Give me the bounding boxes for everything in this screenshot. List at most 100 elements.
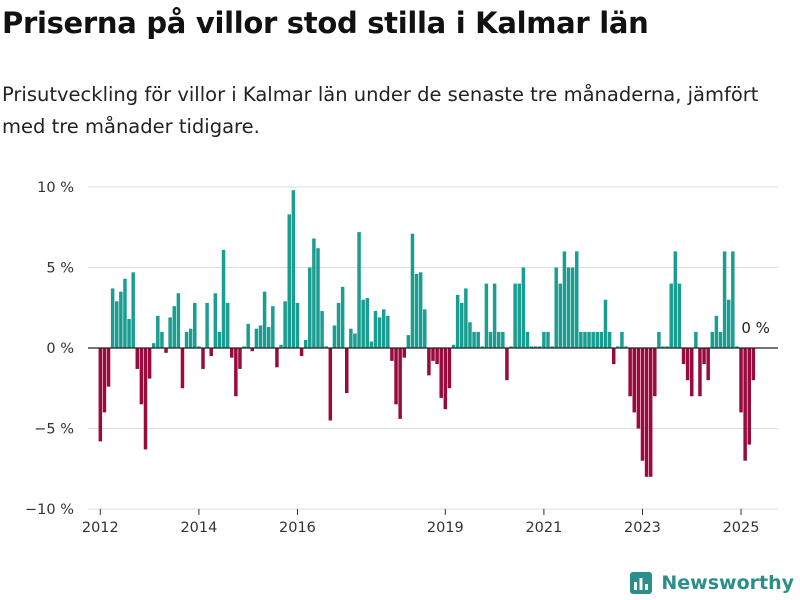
bar (607, 331, 612, 348)
bar (275, 348, 279, 368)
bar (266, 327, 271, 348)
bar (591, 331, 595, 348)
bar (653, 348, 657, 397)
bar (386, 315, 390, 348)
bar (115, 301, 119, 348)
bar (673, 251, 678, 348)
bar (521, 267, 526, 348)
bar (562, 251, 567, 348)
bar-chart: −10 % −5 % 0 % 5 % 10 % 2012 2014 2016 2019 2021… (25, 180, 778, 536)
bar (143, 348, 148, 450)
bar (320, 310, 324, 348)
bar (291, 190, 296, 348)
bar (624, 346, 628, 348)
bar (312, 238, 316, 348)
bar (751, 348, 756, 381)
bar (423, 309, 427, 348)
brand-name: Newsworthy (661, 572, 794, 594)
bar (706, 348, 710, 381)
bar (648, 348, 653, 477)
bar (661, 346, 665, 348)
bar (476, 331, 480, 348)
bar (702, 348, 706, 365)
bar (628, 348, 632, 397)
bar (340, 286, 345, 348)
bar (714, 315, 719, 348)
bar (201, 348, 205, 369)
bar (599, 331, 604, 348)
bar (554, 267, 558, 348)
bar (394, 348, 398, 405)
x-tick-label: 2014 (180, 520, 217, 536)
x-tick-label: 2016 (279, 520, 316, 536)
bar (517, 283, 521, 348)
bar (345, 348, 349, 394)
bar (468, 322, 472, 348)
bar (151, 343, 156, 348)
bar (542, 331, 546, 348)
bar (587, 331, 591, 348)
bar (381, 309, 386, 348)
newsworthy-brand: Newsworthy (629, 569, 794, 597)
bar (616, 346, 620, 348)
bar (119, 291, 123, 348)
bar (308, 267, 312, 348)
y-tick-label: −5 % (34, 422, 74, 438)
x-tick-label: 2012 (82, 520, 119, 536)
bar (316, 248, 320, 348)
bar (225, 302, 230, 348)
bar (558, 283, 563, 348)
bar (246, 323, 250, 348)
bar (632, 348, 636, 413)
bar (353, 333, 357, 348)
newsworthy-logo-icon (630, 572, 653, 594)
bar (188, 328, 193, 348)
chart-title: Priserna på villor stod stilla i Kalmar … (2, 6, 649, 40)
x-tick-label: 2021 (525, 520, 562, 536)
bar (147, 348, 152, 379)
bar (377, 317, 382, 348)
bar (127, 319, 131, 348)
bar (184, 331, 189, 348)
bar (262, 291, 267, 348)
bar (418, 272, 423, 348)
bar (349, 328, 353, 348)
bar (283, 301, 287, 348)
bar (102, 348, 107, 413)
bar (336, 302, 341, 348)
end-value-label: 0 % (741, 319, 770, 337)
bar (496, 331, 501, 348)
bar (443, 348, 448, 410)
bar (213, 293, 218, 348)
bar (123, 278, 127, 348)
bar (447, 348, 452, 389)
bar (156, 315, 160, 348)
bar (546, 331, 550, 348)
bar (439, 348, 443, 398)
bar (299, 348, 304, 357)
y-tick-label: 10 % (37, 180, 74, 196)
bar (176, 293, 181, 348)
bar (332, 325, 337, 348)
bar (657, 331, 661, 348)
bar (172, 306, 176, 348)
bar (435, 348, 439, 365)
bar (513, 283, 517, 348)
bar (402, 348, 406, 358)
bar (640, 348, 645, 461)
bar (726, 299, 731, 348)
bar (287, 214, 291, 348)
bar (509, 346, 513, 348)
bar (205, 302, 209, 348)
bar (98, 348, 103, 442)
x-axis-labels: 2012 2014 2016 2019 2021 2023 2025 (82, 509, 759, 536)
bar (361, 299, 365, 348)
bar (369, 341, 374, 348)
bar (739, 348, 743, 413)
bar (406, 335, 411, 348)
bar (303, 339, 308, 348)
chart-subtitle: Prisutveckling för villor i Kalmar län u… (2, 83, 759, 138)
bar (550, 346, 554, 348)
bar (451, 344, 456, 348)
bar (160, 331, 164, 348)
